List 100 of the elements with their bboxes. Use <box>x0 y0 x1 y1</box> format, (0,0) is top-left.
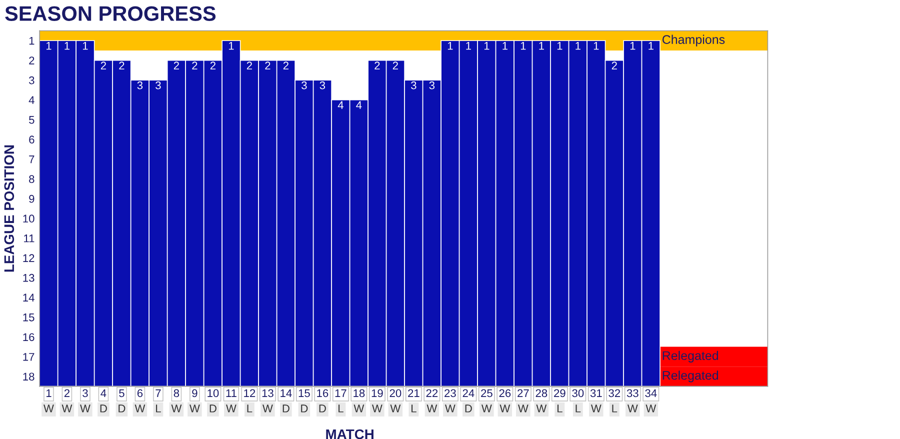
y-tick-label: 15 <box>23 314 34 322</box>
data-label: 1 <box>648 42 654 50</box>
x-tick-label: 30 <box>572 389 584 398</box>
text: L <box>557 404 562 412</box>
text: W <box>171 404 182 412</box>
data-label: 2 <box>100 62 106 70</box>
data-label: 4 <box>356 101 362 109</box>
data-label: 1 <box>228 42 234 50</box>
text: W <box>646 404 656 412</box>
chart-title: SEASON PROGRESS <box>5 6 216 21</box>
x-tick-label: 6 <box>137 389 143 398</box>
text: W <box>500 404 510 412</box>
data-label: 3 <box>320 81 326 90</box>
x-tick-label: 27 <box>518 389 529 398</box>
x-tick-label: 10 <box>208 389 219 398</box>
text: W <box>262 404 273 412</box>
x-tick-label: 31 <box>590 389 602 398</box>
y-tick-label: 13 <box>23 274 34 282</box>
text: L <box>156 404 161 412</box>
data-label: 4 <box>338 101 344 109</box>
band-label: Relegated <box>662 370 718 382</box>
data-label: 1 <box>448 42 453 50</box>
x-tick-label: 34 <box>645 389 657 398</box>
x-tick-label: 5 <box>119 389 124 398</box>
text: D <box>319 404 326 412</box>
text: L <box>576 404 581 412</box>
y-tick-label: 5 <box>29 116 34 124</box>
x-tick-label: 19 <box>372 389 383 398</box>
y-tick-label: 6 <box>29 136 34 144</box>
x-tick-label: 26 <box>499 389 511 398</box>
x-tick-label: 25 <box>481 389 492 398</box>
text: L <box>612 404 618 412</box>
text: L <box>338 404 344 412</box>
y-tick-label: 4 <box>28 96 34 104</box>
x-tick-label: 23 <box>444 389 456 398</box>
text: W <box>518 404 528 412</box>
x-tick-label: 20 <box>390 389 402 398</box>
x-tick-label: 12 <box>244 389 256 398</box>
data-label: 1 <box>82 42 88 50</box>
data-label: 1 <box>484 42 490 50</box>
data-label: 2 <box>265 62 270 70</box>
x-tick-label: 17 <box>335 389 346 398</box>
y-tick-label: 12 <box>23 254 34 262</box>
text: W <box>627 404 638 412</box>
text: D <box>465 404 472 412</box>
data-label: 2 <box>392 62 398 70</box>
x-tick-label: 29 <box>554 389 566 398</box>
text: W <box>372 404 382 412</box>
data-label: 1 <box>502 42 508 50</box>
x-tick-label: 32 <box>608 389 620 398</box>
y-tick-label: 14 <box>23 294 34 302</box>
data-label: 3 <box>302 81 307 90</box>
y-tick-label: 8 <box>29 175 34 184</box>
data-label: 2 <box>246 62 252 70</box>
x-tick-label: 28 <box>536 389 548 398</box>
x-tick-label: 8 <box>174 389 180 398</box>
x-tick-label: 24 <box>462 389 474 398</box>
data-label: 3 <box>137 81 143 90</box>
data-label: 1 <box>594 42 599 50</box>
x-tick-label: 21 <box>408 389 420 398</box>
text: W <box>354 404 364 412</box>
text: D <box>118 404 126 412</box>
text: W <box>190 404 200 412</box>
text: D <box>282 404 290 412</box>
text: D <box>100 404 107 412</box>
y-tick-label: 9 <box>29 194 34 203</box>
x-tick-label: 13 <box>262 389 274 398</box>
text: W <box>80 404 90 412</box>
y-tick-label: 1 <box>29 36 34 45</box>
text: D <box>301 404 308 412</box>
y-tick-label: 16 <box>23 333 34 342</box>
text: W <box>44 404 54 412</box>
data-label: 1 <box>576 42 580 50</box>
x-axis-title: MATCH <box>326 429 374 439</box>
x-tick-label: 3 <box>82 389 88 398</box>
x-tick-label: 14 <box>280 389 292 398</box>
data-label: 1 <box>64 42 70 50</box>
text: W <box>226 404 236 412</box>
x-tick-label: 22 <box>426 389 438 398</box>
text: D <box>210 404 216 412</box>
data-label: 1 <box>46 42 52 50</box>
text: W <box>62 404 72 412</box>
data-label: 2 <box>119 62 124 70</box>
data-label: 1 <box>520 42 526 50</box>
band-label: Champions <box>662 34 725 46</box>
y-tick-label: 10 <box>23 214 34 223</box>
y-tick-label: 18 <box>23 372 34 381</box>
y-tick-label: 2 <box>29 56 34 64</box>
text: W <box>590 404 602 412</box>
data-label: 3 <box>411 81 416 90</box>
y-tick-label: 7 <box>29 156 34 164</box>
x-tick-label: 9 <box>192 389 198 398</box>
text: W <box>444 404 456 412</box>
text: W <box>390 404 401 412</box>
text: L <box>412 404 416 412</box>
x-tick-label: 15 <box>298 389 310 398</box>
data-label: 2 <box>612 62 617 70</box>
x-tick-label: 16 <box>317 389 328 398</box>
data-label: 1 <box>630 42 636 50</box>
data-label: 2 <box>192 62 198 70</box>
